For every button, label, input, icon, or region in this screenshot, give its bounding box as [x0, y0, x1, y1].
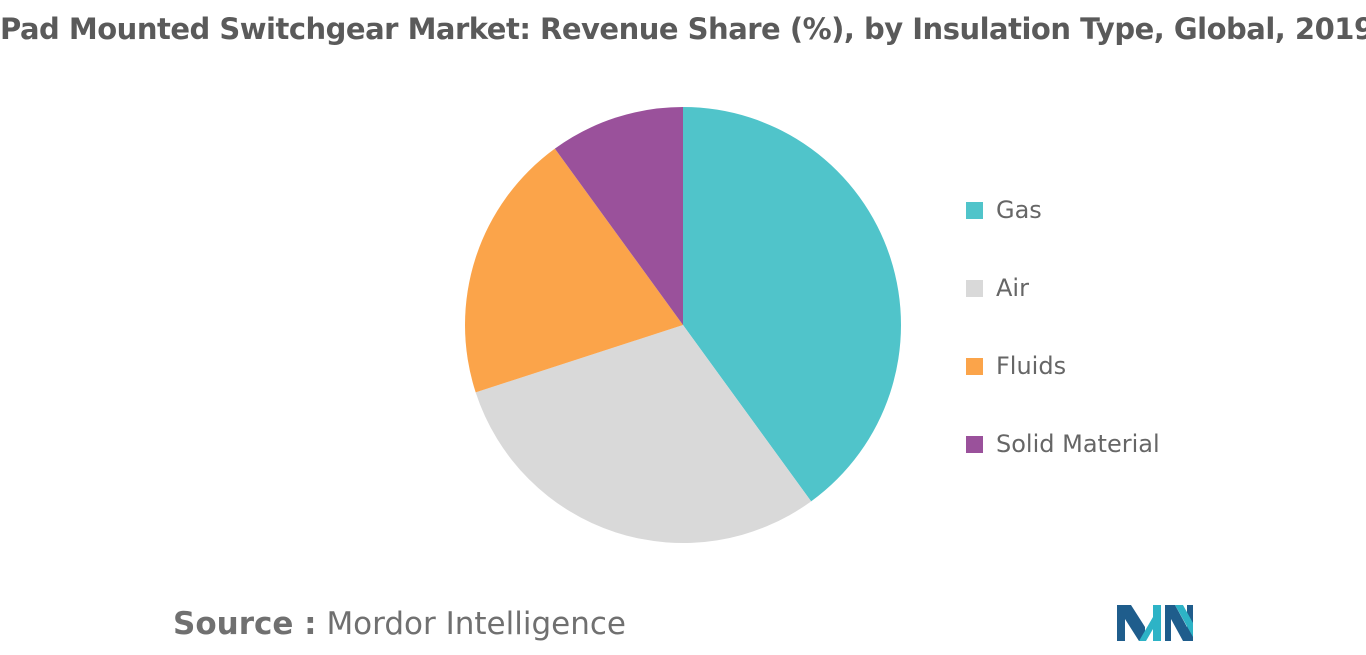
logo-shape-mid — [1139, 605, 1161, 641]
pie-slice-solid-material — [554, 107, 683, 325]
source-note: Source : Mordor Intelligence — [173, 606, 626, 642]
source-prefix: Source : — [173, 606, 317, 642]
legend-label-air: Air — [996, 274, 1029, 302]
legend-item-fluids: Fluids — [966, 348, 1066, 384]
legend-label-solid-material: Solid Material — [996, 430, 1160, 458]
mordor-intelligence-logo-icon — [1117, 605, 1193, 641]
logo-shape-left — [1117, 605, 1145, 641]
legend-label-gas: Gas — [996, 196, 1042, 224]
legend-item-gas: Gas — [966, 192, 1042, 228]
legend-swatch-air — [966, 279, 983, 297]
legend-swatch-fluids — [966, 357, 983, 375]
source-name: Mordor Intelligence — [326, 606, 626, 642]
legend-item-air: Air — [966, 270, 1029, 306]
pie-slice-gas — [683, 107, 901, 502]
legend-label-fluids: Fluids — [996, 352, 1067, 380]
chart-title: Pad Mounted Switchgear Market: Revenue S… — [0, 12, 1366, 46]
pie-slice-air — [475, 325, 812, 544]
logo-accent — [1175, 605, 1193, 637]
pie-slices — [464, 107, 901, 544]
pie-slice-fluids — [464, 148, 683, 393]
legend-swatch-gas — [966, 201, 983, 219]
legend-swatch-solid-material — [966, 435, 983, 453]
logo-shape-right — [1165, 605, 1193, 641]
legend-item-solid-material: Solid Material — [966, 426, 1160, 462]
